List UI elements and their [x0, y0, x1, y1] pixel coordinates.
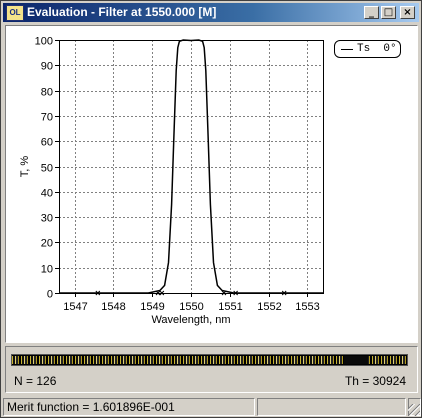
- legend: Ts 0°: [334, 40, 401, 58]
- status-pane-2: [257, 398, 406, 416]
- layer-stripes-dense: [344, 356, 368, 364]
- x-tick-label: 1553: [295, 301, 319, 313]
- statistics-panel: [5, 346, 418, 393]
- data-point-marker: [281, 290, 287, 296]
- x-axis-label: Wavelength, nm: [151, 314, 230, 326]
- transmission-chart: 1547 1548 1549 1550 1551 1552 1553 0 10 20 30 40 50 6…: [19, 36, 324, 326]
- y-tick-label: 0: [47, 289, 53, 301]
- y-tick-label: 70: [41, 112, 53, 124]
- y-tick-label: 40: [41, 188, 53, 200]
- x-tick-label: 1547: [63, 301, 87, 313]
- layer-count: N = 126: [14, 374, 57, 388]
- y-tick-label: 30: [41, 213, 53, 225]
- series-line-ts-0: [59, 39, 323, 294]
- app-icon[interactable]: OL: [6, 5, 24, 21]
- status-bar: Merit function = 1.601896E-001: [3, 398, 421, 417]
- maximize-button[interactable]: □: [381, 6, 396, 19]
- x-tick-label: 1552: [257, 301, 281, 313]
- legend-line-swatch: [341, 49, 353, 50]
- y-tick-label: 90: [41, 61, 53, 73]
- y-tick-label: 100: [35, 36, 53, 48]
- y-tick-label: 80: [41, 87, 53, 99]
- x-tick-label: 1551: [218, 301, 242, 313]
- y-tick-label: 10: [41, 264, 53, 276]
- resize-grip-icon[interactable]: [408, 404, 420, 416]
- x-tick-label: 1548: [101, 301, 125, 313]
- layer-structure-bar: [11, 354, 408, 366]
- y-tick-label: 60: [41, 137, 53, 149]
- window-title: Evaluation - Filter at 1550.000 [M]: [27, 5, 217, 19]
- y-axis-label: T, %: [19, 156, 31, 178]
- title-bar[interactable]: OL Evaluation - Filter at 1550.000 [M] _…: [3, 3, 419, 22]
- layer-stripes: [12, 356, 407, 364]
- data-point-marker: [95, 290, 101, 296]
- merit-function-pane: Merit function = 1.601896E-001: [3, 398, 255, 416]
- plot-panel: [5, 25, 418, 343]
- y-tick-label: 20: [41, 238, 53, 250]
- x-tick-label: 1549: [140, 301, 164, 313]
- legend-label: Ts 0°: [357, 43, 397, 55]
- data-point-marker: [221, 290, 227, 296]
- minimize-button[interactable]: _: [364, 6, 379, 19]
- y-tick-label: 50: [41, 163, 53, 175]
- x-tick-label: 1550: [179, 301, 203, 313]
- total-thickness: Th = 30924: [344, 374, 406, 388]
- data-point-marker: [159, 290, 165, 296]
- close-button[interactable]: ×: [400, 6, 415, 19]
- data-point-marker: [155, 290, 161, 296]
- data-point-marker: [233, 290, 239, 296]
